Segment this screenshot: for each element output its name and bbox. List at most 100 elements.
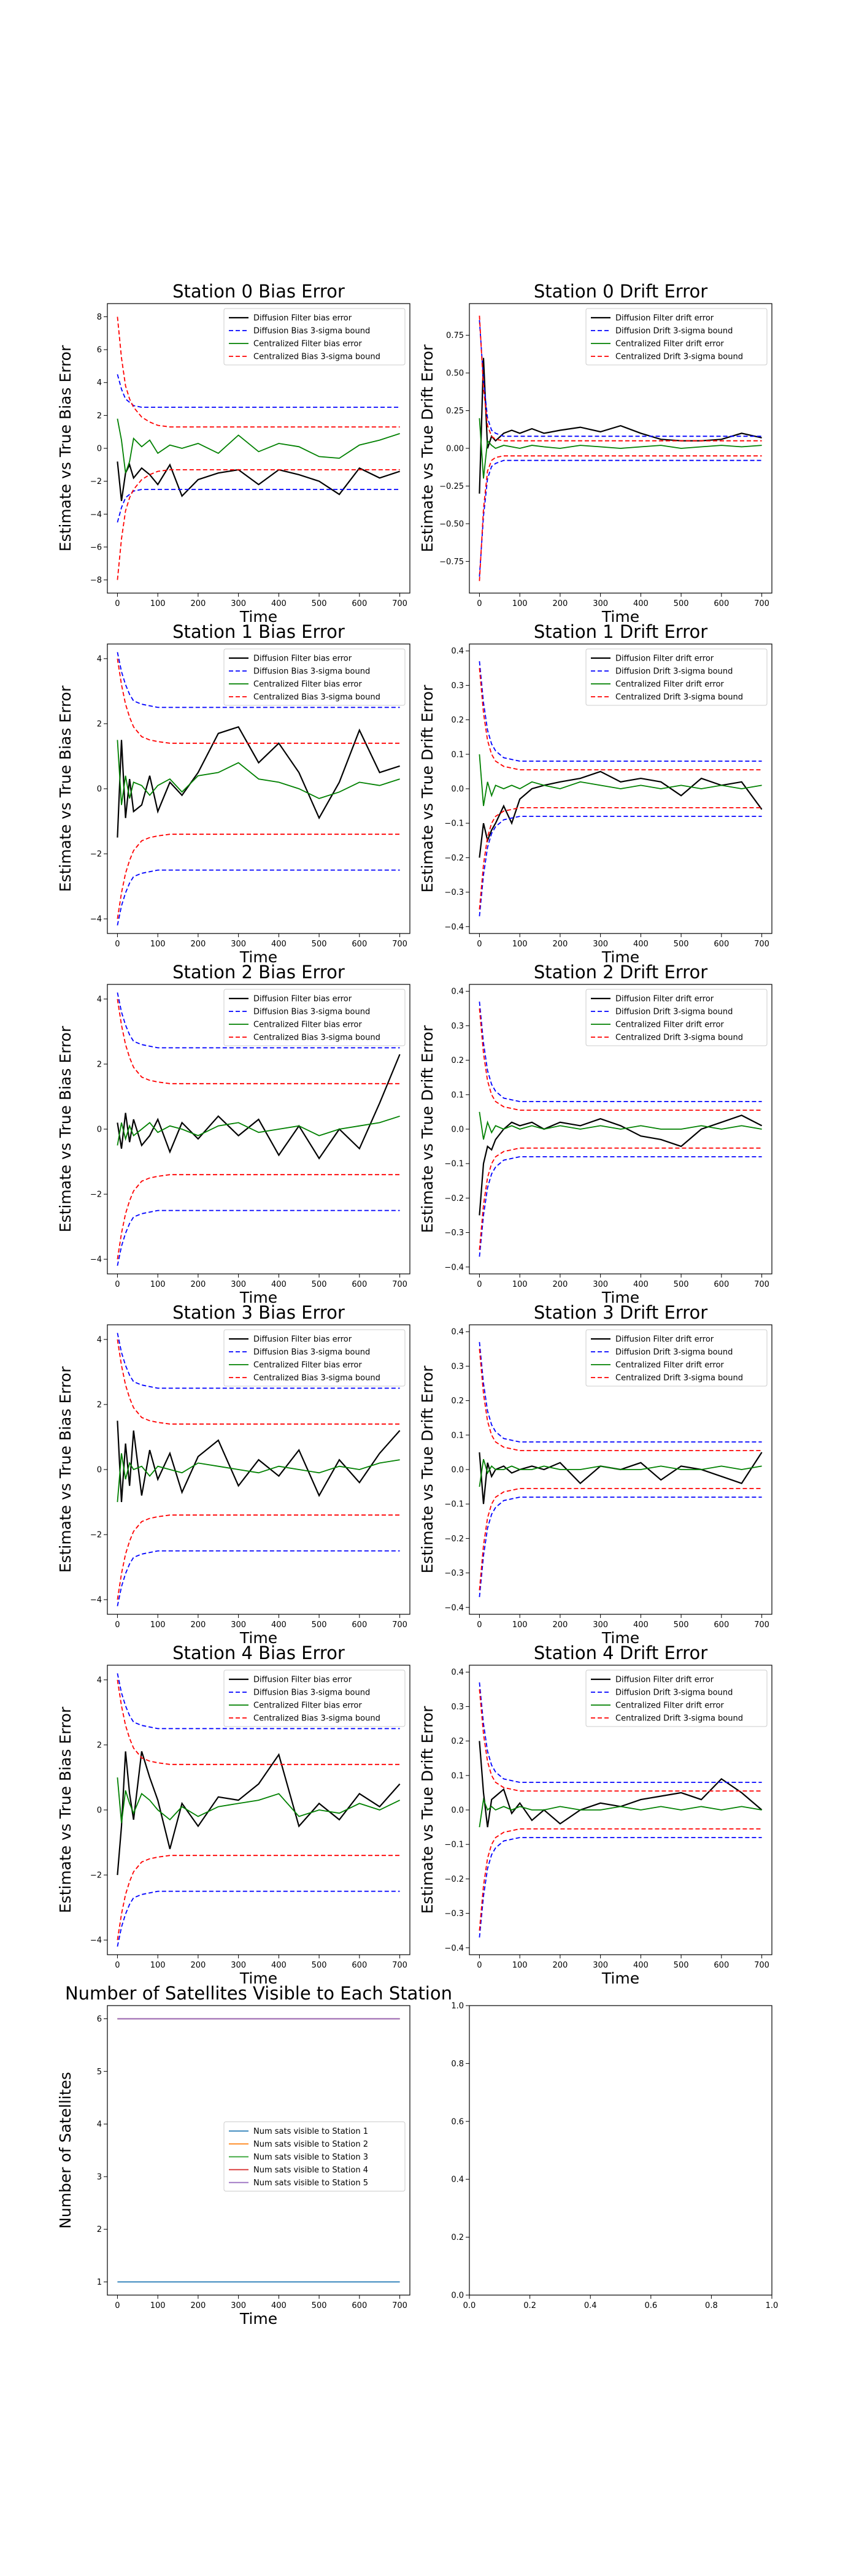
chart-title: Number of Satellites Visible to Each Sta… — [65, 1983, 452, 2004]
legend-box — [223, 1329, 406, 1387]
legend-label: Diffusion Filter bias error — [253, 1335, 352, 1344]
y-tick-label: 0.50 — [446, 369, 464, 378]
x-axis-label: Time — [239, 608, 277, 626]
legend-label: Num sats visible to Station 5 — [253, 2179, 368, 2188]
x-tick-label: 200 — [190, 599, 206, 608]
x-tick-label: 300 — [231, 1961, 246, 1970]
plot-area — [117, 2018, 400, 2283]
series-line-3 — [479, 1689, 762, 1792]
y-tick-label: −4 — [90, 510, 102, 519]
legend-label: Diffusion Bias 3-sigma bound — [253, 1348, 370, 1357]
y-tick-label: −0.4 — [444, 922, 464, 932]
y-tick-label: 2 — [97, 719, 102, 729]
chart-panel-11: 0.0 0.2 0.4 0.6 0.8 1.0 0.0 0.2 0.4 0.6 0.8 1.0 — [451, 2002, 778, 2311]
x-tick-label: 0.8 — [705, 2301, 718, 2310]
legend-box — [585, 1669, 768, 1727]
legend-box — [585, 989, 768, 1046]
legend-label: Diffusion Drift 3-sigma bound — [615, 1008, 733, 1017]
x-tick-label: 200 — [190, 1280, 206, 1289]
x-tick-label: 600 — [714, 1961, 729, 1970]
x-tick-label: 300 — [231, 1280, 246, 1289]
x-tick-label: 0.4 — [584, 2301, 597, 2310]
chart-panel-6: 0 100 200 300 400 500 600 700 −4 −2 0 2 4 Station 3 B… — [56, 1302, 410, 1647]
series-line-3-lower — [479, 1488, 762, 1590]
y-tick-label: 0.2 — [451, 1056, 464, 1065]
y-tick-label: 0.0 — [451, 1466, 464, 1475]
y-tick-label: −0.4 — [444, 1263, 464, 1272]
y-tick-label: 0 — [97, 1466, 102, 1475]
plot-area — [117, 1333, 401, 1606]
chart-title: Station 2 Bias Error — [172, 962, 345, 983]
chart-title: Station 1 Drift Error — [534, 621, 707, 642]
series-line-1 — [479, 1682, 762, 1783]
x-axis-label: Time — [601, 608, 639, 626]
y-axis-label: Estimate vs True Drift Error — [418, 684, 436, 892]
series-line-3 — [479, 315, 762, 442]
x-tick-label: 300 — [231, 940, 246, 949]
legend-box — [223, 308, 406, 366]
x-tick-label: 100 — [512, 599, 528, 608]
legend-label: Diffusion Drift 3-sigma bound — [615, 667, 733, 677]
x-tick-label: 600 — [714, 599, 729, 608]
x-tick-label: 300 — [593, 1280, 608, 1289]
x-tick-label: 400 — [271, 599, 287, 608]
x-tick-label: 700 — [392, 1620, 407, 1630]
legend-label: Centralized Bias 3-sigma bound — [253, 693, 380, 702]
series-line-1 — [117, 1333, 400, 1389]
y-tick-label: −4 — [90, 915, 102, 924]
series-line-0 — [117, 461, 400, 501]
y-tick-label: −0.2 — [444, 1194, 464, 1203]
x-tick-label: 300 — [593, 1620, 608, 1630]
legend-label: Diffusion Drift 3-sigma bound — [615, 1689, 733, 1698]
x-tick-label: 0 — [115, 2301, 120, 2310]
legend-label: Centralized Drift 3-sigma bound — [615, 693, 743, 702]
series-line-2 — [117, 1777, 400, 1823]
y-tick-label: −0.50 — [439, 519, 464, 529]
y-tick-label: 8 — [97, 313, 102, 322]
y-tick-label: 0 — [97, 785, 102, 794]
x-tick-label: 600 — [352, 1280, 367, 1289]
series-line-1 — [117, 374, 400, 408]
x-tick-label: 400 — [271, 1620, 287, 1630]
x-tick-label: 500 — [312, 1620, 327, 1630]
x-tick-label: 700 — [754, 1280, 769, 1289]
chart-title: Station 3 Drift Error — [534, 1302, 707, 1323]
legend-label: Num sats visible to Station 3 — [253, 2153, 368, 2162]
y-tick-label: 4 — [97, 654, 102, 664]
x-tick-label: 0 — [115, 599, 120, 608]
plot-area — [117, 1673, 401, 1947]
legend: Diffusion Filter drift error Diffusion Dr… — [585, 1329, 768, 1387]
series-line-3 — [117, 316, 400, 427]
y-tick-label: 0.2 — [451, 1737, 464, 1746]
series-line-3 — [479, 1349, 762, 1451]
series-line-1-lower — [479, 1156, 762, 1257]
chart-title: Station 1 Bias Error — [172, 621, 345, 642]
y-tick-label: −0.4 — [444, 1603, 464, 1612]
legend-label: Diffusion Bias 3-sigma bound — [253, 327, 370, 336]
series-line-0 — [479, 1114, 763, 1216]
x-axis-label: Time — [601, 1969, 639, 1987]
y-tick-label: −0.3 — [444, 1229, 464, 1238]
series-line-3-lower — [117, 834, 400, 919]
x-tick-label: 100 — [512, 1620, 528, 1630]
y-tick-label: −2 — [90, 477, 102, 486]
x-tick-label: 700 — [392, 1280, 407, 1289]
series-line-2 — [479, 418, 762, 479]
y-tick-label: 0.2 — [451, 716, 464, 725]
legend-box — [223, 648, 406, 706]
plot-area — [117, 652, 400, 926]
y-axis-label: Estimate vs True Bias Error — [56, 1025, 74, 1232]
x-tick-label: 500 — [312, 599, 327, 608]
x-axis-label: Time — [239, 1629, 277, 1647]
y-tick-label: 0.6 — [451, 2117, 464, 2126]
y-axis-label: Estimate vs True Bias Error — [56, 1366, 74, 1573]
y-tick-label: 0.4 — [451, 987, 464, 997]
y-tick-label: 0.4 — [451, 2175, 464, 2185]
plot-area — [117, 992, 401, 1266]
y-tick-label: 0 — [97, 1125, 102, 1135]
x-tick-label: 300 — [593, 599, 608, 608]
y-axis-label: Estimate vs True Drift Error — [418, 1025, 436, 1233]
series-line-1 — [117, 992, 400, 1049]
y-tick-label: −0.1 — [444, 1160, 464, 1169]
